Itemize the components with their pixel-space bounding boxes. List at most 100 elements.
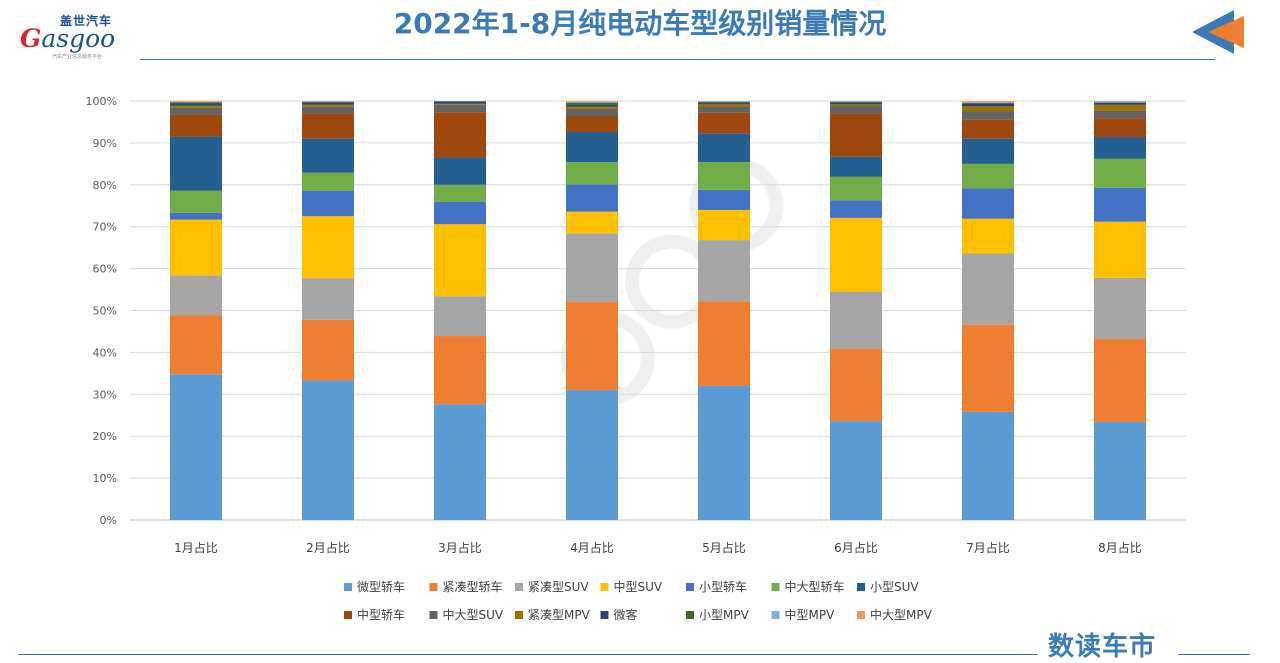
legend-label: 紧凑型MPV — [528, 608, 591, 622]
legend-swatch — [601, 611, 609, 619]
legend-label: 小型MPV — [699, 608, 750, 622]
bar-segment — [1094, 103, 1146, 105]
bar-segment — [302, 173, 354, 191]
bar-stack — [698, 101, 750, 520]
legend-swatch — [344, 611, 352, 619]
legend-swatch — [430, 583, 438, 591]
bar-segment — [566, 233, 618, 302]
legend-label: 紧凑型轿车 — [443, 579, 503, 594]
footer-divider-left — [18, 654, 1038, 655]
bar-segment — [1094, 422, 1146, 520]
legend-swatch — [344, 583, 352, 591]
bar-segment — [962, 254, 1014, 325]
y-tick-label: 90% — [93, 137, 117, 150]
bar-segment — [434, 185, 486, 202]
x-tick-label: 5月占比 — [702, 540, 746, 555]
legend-item: 紧凑型轿车 — [430, 579, 503, 594]
bar-segment — [170, 374, 222, 520]
bar-segment — [170, 102, 222, 103]
legend-swatch — [772, 583, 780, 591]
bar-segment — [698, 162, 750, 190]
bar-segment — [830, 106, 882, 114]
bar-segment — [566, 212, 618, 234]
bar-segment — [830, 114, 882, 157]
bar-segment — [698, 106, 750, 112]
bar-segment — [698, 301, 750, 386]
bar-segment — [830, 218, 882, 292]
bar-stack — [302, 101, 354, 520]
legend-item: 小型SUV — [857, 580, 919, 594]
bar-segment — [170, 108, 222, 115]
bar-segment — [1094, 137, 1146, 159]
bar-segment — [170, 275, 222, 315]
legend-label: 中大型轿车 — [785, 579, 845, 594]
y-tick-label: 20% — [93, 430, 117, 443]
bar-segment — [962, 102, 1014, 103]
bar-segment — [566, 106, 618, 109]
y-tick-label: 50% — [93, 305, 117, 318]
bar-stack — [1094, 101, 1146, 520]
bar-segment — [566, 390, 618, 520]
bar-segment — [830, 292, 882, 349]
legend-label: 中型MPV — [785, 607, 836, 622]
bar-segment — [962, 164, 1014, 188]
bar-segment — [302, 105, 354, 107]
bar-segment — [302, 278, 354, 319]
legend-swatch — [686, 583, 694, 591]
bar-segment — [1094, 118, 1146, 137]
legend-item: 微客 — [601, 607, 638, 622]
bar-stack — [566, 101, 618, 520]
legend-label: 中大型SUV — [443, 607, 504, 622]
bar-segment — [566, 104, 618, 106]
x-tick-label: 1月占比 — [174, 540, 218, 555]
bar-segment — [566, 102, 618, 103]
legend-swatch — [601, 583, 609, 591]
bar-segment — [302, 191, 354, 217]
bar-segment — [962, 101, 1014, 102]
bar-segment — [434, 112, 486, 157]
bar-segment — [566, 109, 618, 117]
bar-segment — [566, 162, 618, 184]
bar-segment — [698, 102, 750, 104]
bar-segment — [566, 103, 618, 105]
legend-swatch — [772, 611, 780, 619]
bar-segment — [830, 349, 882, 421]
legend-label: 小型SUV — [870, 580, 919, 594]
bar-segment — [302, 139, 354, 173]
bar-segment — [434, 158, 486, 185]
bar-segment — [434, 224, 486, 296]
legend-item: 紧凑型SUV — [515, 580, 589, 594]
legend-item: 中大型MPV — [857, 607, 933, 622]
bar-segment — [434, 336, 486, 404]
x-tick-label: 7月占比 — [966, 540, 1010, 555]
bar-segment — [566, 302, 618, 390]
bar-segment — [434, 104, 486, 105]
bar-segment — [962, 219, 1014, 254]
bar-segment — [566, 184, 618, 211]
legend-label: 微客 — [614, 607, 638, 622]
bar-segment — [830, 104, 882, 106]
x-tick-label: 6月占比 — [834, 540, 878, 555]
bar-stack — [962, 101, 1014, 520]
bar-segment — [1094, 105, 1146, 111]
y-tick-label: 60% — [93, 263, 117, 276]
x-tick-label: 8月占比 — [1098, 540, 1142, 555]
bar-segment — [566, 132, 618, 162]
legend-swatch — [857, 611, 865, 619]
bar-segment — [698, 210, 750, 240]
bar-segment — [698, 133, 750, 162]
y-tick-label: 10% — [93, 472, 117, 485]
legend-label: 微型轿车 — [357, 579, 405, 594]
bar-segment — [962, 325, 1014, 412]
bar-segment — [698, 386, 750, 520]
bar-segment — [1094, 111, 1146, 119]
bar-segment — [1094, 278, 1146, 339]
legend-item: 小型MPV — [686, 608, 750, 622]
legend-label: 中大型MPV — [870, 607, 933, 622]
bar-segment — [830, 200, 882, 218]
bar-segment — [302, 320, 354, 381]
bar-segment — [698, 240, 750, 301]
legend-swatch — [686, 611, 694, 619]
bar-segment — [698, 113, 750, 134]
